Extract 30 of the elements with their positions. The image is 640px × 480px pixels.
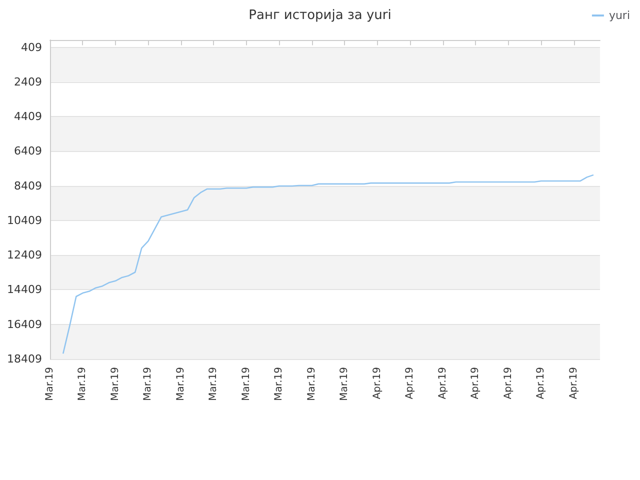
x-tick-label: Mar.19: [240, 367, 252, 401]
y-tick-label: 18409: [7, 352, 42, 366]
y-tick-label: 14409: [7, 283, 42, 296]
x-tick-label: Apr.19: [502, 367, 514, 400]
y-tick-label: 409: [21, 40, 42, 54]
x-tick-label: Mar.19: [274, 367, 285, 401]
x-tick-label: Mar.19: [339, 367, 350, 401]
y-tick-label: 12409: [7, 248, 42, 262]
y-tick-label: 10409: [7, 214, 42, 227]
y-tick-label: 6409: [14, 144, 42, 158]
y-tick-label: 8409: [14, 179, 42, 192]
x-tick-label: Apr.19: [437, 367, 448, 400]
y-tick-label: 2409: [14, 75, 42, 88]
x-tick-label: Apr.19: [372, 367, 383, 400]
x-tick-label: Apr.19: [536, 367, 547, 400]
legend-label: yuri: [608, 9, 630, 22]
x-tick-label: Apr.19: [568, 367, 580, 400]
x-tick-label: Mar.19: [142, 367, 154, 401]
y-tick-label: 4409: [14, 110, 42, 124]
line-series: [62, 174, 594, 354]
x-tick-label: Mar.19: [175, 367, 186, 401]
x-tick-label: Mar.19: [306, 367, 318, 401]
x-tick-label: Mar.19: [110, 367, 121, 401]
x-tick-label: Mar.19: [208, 367, 220, 401]
y-tick-label: 16409: [7, 318, 42, 331]
x-tick-label: Apr.19: [404, 367, 416, 400]
x-tick-label: Mar.19: [77, 367, 88, 401]
x-tick-label: Mar.19: [44, 367, 56, 401]
x-tick-label: Apr.19: [470, 367, 482, 400]
chart-title: Ранг историја за yuri: [248, 8, 392, 23]
